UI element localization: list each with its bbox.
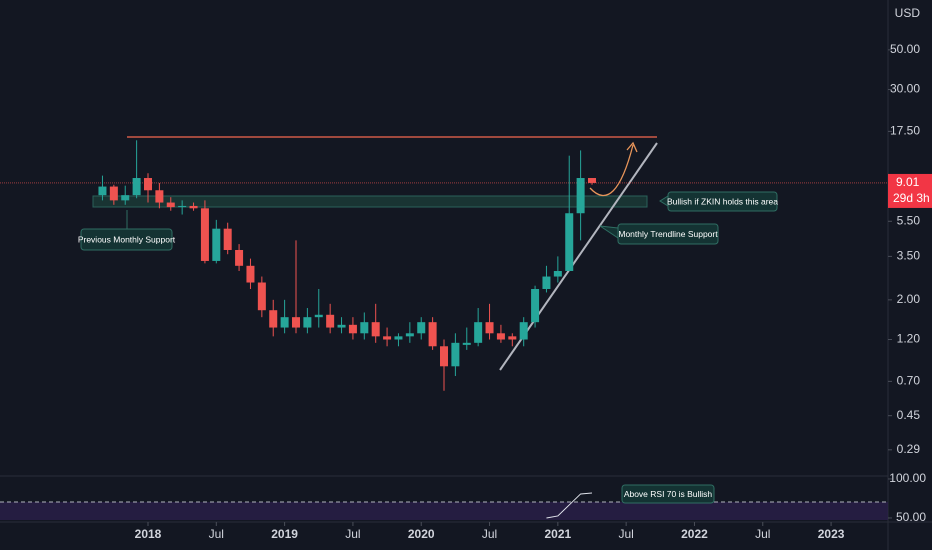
y-tick-label: 50.00 — [896, 510, 926, 524]
candle-body — [326, 314, 335, 328]
candle-body — [451, 342, 460, 367]
candle-body — [360, 322, 369, 334]
candle-body — [246, 265, 255, 283]
candle-body — [565, 213, 574, 271]
y-tick-label: 2.00 — [897, 292, 921, 306]
candle-body — [588, 178, 596, 183]
candle-body — [417, 322, 426, 334]
candle-body — [531, 288, 540, 323]
currency-label: USD — [895, 6, 921, 20]
y-tick-label: 30.00 — [890, 82, 920, 96]
callout-box — [617, 223, 719, 245]
y-tick-label: 0.29 — [897, 442, 921, 456]
callout-box — [80, 228, 173, 251]
x-tick-label: 2021 — [544, 527, 571, 541]
y-tick-label: 0.45 — [897, 408, 921, 422]
arrow-head — [626, 141, 638, 153]
candle-body — [155, 190, 164, 203]
y-tick-label: 0.70 — [897, 374, 921, 388]
x-tick-label: 2020 — [408, 527, 435, 541]
candle-body — [303, 317, 312, 328]
x-tick-label: 2022 — [681, 527, 708, 541]
candle-body — [144, 178, 152, 191]
candle-body — [121, 195, 130, 201]
x-tick-label: 2023 — [818, 527, 845, 541]
candle-body — [189, 205, 198, 209]
candle-body — [462, 342, 471, 345]
candle-body — [428, 322, 437, 347]
y-tick-label: 100.00 — [889, 471, 926, 485]
x-tick-label: Jul — [618, 527, 633, 541]
candle-body — [348, 324, 357, 334]
rsi-line — [546, 492, 593, 519]
annotation: Monthly Trendline Support — [618, 229, 718, 239]
candle-body — [212, 228, 221, 261]
candle-body — [178, 205, 187, 208]
annotation: Previous Monthly Support — [78, 234, 176, 244]
candle-body — [337, 324, 346, 328]
annotation: Above RSI 70 is Bullish — [624, 489, 713, 499]
annotation: Bullish if ZKIN holds this area — [667, 196, 778, 206]
callout-box — [621, 484, 715, 504]
candle-body — [314, 314, 323, 318]
callout-pointer — [659, 195, 669, 207]
candle-body — [235, 249, 244, 266]
candle-body — [496, 333, 505, 340]
candle-body — [508, 336, 517, 340]
price-tag — [888, 173, 932, 208]
candle-body — [200, 208, 209, 261]
x-tick-label: 2019 — [271, 527, 298, 541]
candle-body — [519, 322, 528, 340]
candle-body — [292, 317, 300, 328]
candle-body — [542, 276, 551, 289]
y-tick-label: 5.50 — [897, 213, 921, 227]
x-tick-label: 2018 — [135, 527, 162, 541]
rsi-band — [0, 502, 888, 520]
x-tick-label: Jul — [482, 527, 497, 541]
candle-body — [371, 322, 380, 337]
y-tick-label: 3.50 — [897, 249, 921, 263]
candle-body — [576, 178, 585, 214]
candle-body — [109, 186, 118, 201]
candle-body — [269, 310, 278, 328]
candle-body — [383, 336, 392, 340]
candle-body — [394, 336, 403, 340]
candle-body — [405, 333, 414, 337]
y-tick-label: 1.20 — [897, 332, 921, 346]
support-zone — [92, 195, 648, 208]
projection-arrow — [589, 144, 634, 197]
last-price-label: 9.01 — [896, 175, 920, 189]
x-tick-label: Jul — [345, 527, 360, 541]
x-tick-label: Jul — [755, 527, 770, 541]
candle-body — [257, 282, 266, 311]
candle-body — [485, 322, 494, 334]
candle-body — [474, 322, 483, 343]
candle-body — [132, 178, 141, 196]
callout-box — [667, 191, 778, 212]
candle-body — [280, 317, 289, 328]
x-tick-label: Jul — [209, 527, 224, 541]
y-tick-label: 17.50 — [890, 124, 920, 138]
callout-pointer — [599, 225, 619, 239]
candle-body — [440, 346, 448, 367]
candle-body — [553, 270, 562, 277]
candle-body — [98, 186, 107, 196]
countdown-label: 29d 3h — [893, 191, 930, 205]
candle-body — [166, 202, 175, 208]
candle-body — [223, 228, 232, 250]
y-tick-label: 50.00 — [890, 42, 920, 56]
